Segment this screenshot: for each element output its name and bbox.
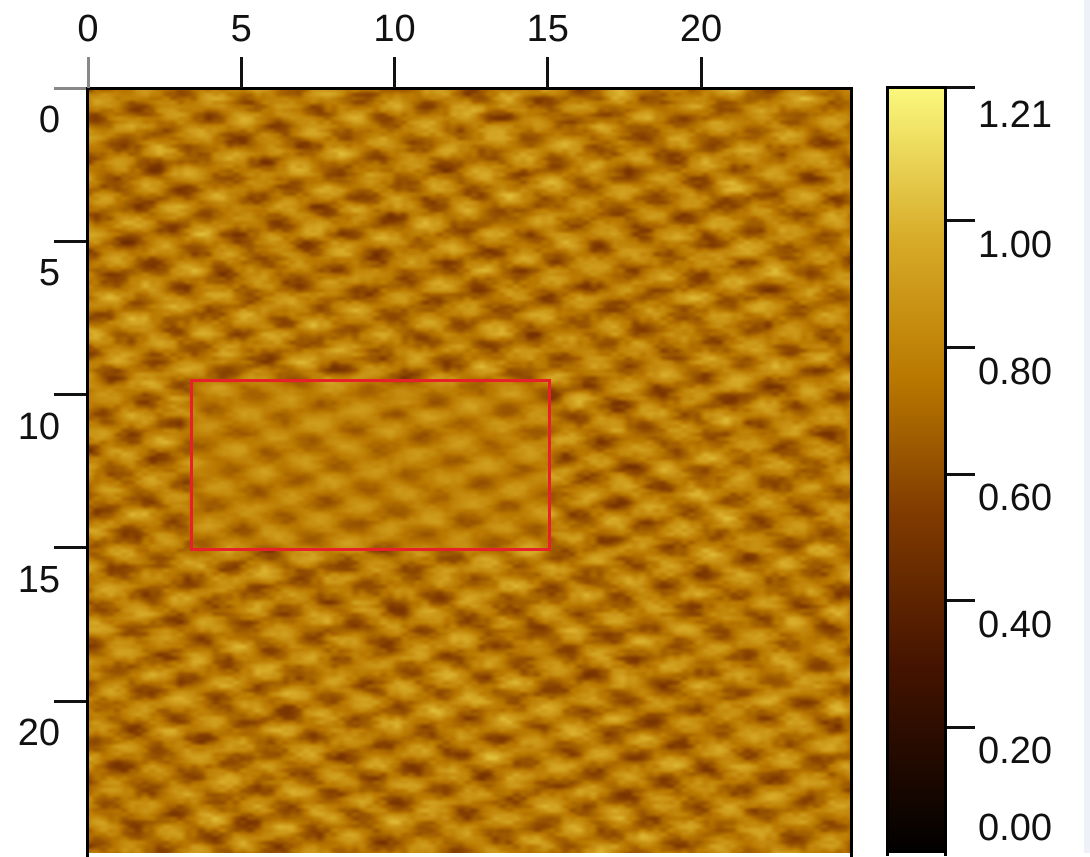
colorbar-tick-label: 0.80 [978, 350, 1052, 393]
colorbar-tick-mark [947, 599, 975, 603]
x-tick-label: 10 [373, 8, 416, 50]
colorbar-tick-mark [947, 725, 975, 729]
colorbar-tick-label: 0.40 [978, 603, 1052, 646]
x-tick-mark [699, 57, 703, 88]
heatmap-plot-frame [86, 87, 853, 857]
x-tick-mark [393, 57, 396, 88]
y-tick-mark [54, 239, 86, 243]
x-tick-label: 5 [230, 8, 252, 50]
x-tick-label: 0 [77, 8, 99, 50]
y-tick-label: 0 [38, 99, 60, 141]
region-of-interest-rectangle[interactable] [190, 379, 551, 551]
y-tick-mark [54, 546, 86, 550]
y-tick-label: 5 [38, 252, 60, 295]
colorbar-tick-mark [947, 472, 975, 476]
y-tick-mark [54, 699, 86, 703]
colorbar-tick-label: 0.60 [978, 477, 1052, 520]
colorbar-top-tick [947, 86, 975, 89]
colorbar-tick-label: 0.20 [978, 730, 1052, 773]
x-tick-label: 15 [526, 8, 569, 50]
colorbar-tick-mark [947, 219, 975, 223]
x-tick-label: 20 [679, 8, 723, 50]
colorbar-gradient [889, 89, 944, 853]
colorbar-tick-label: 1.00 [978, 223, 1052, 266]
y-tick-mark [54, 393, 86, 396]
scrollbar[interactable] [1084, 0, 1090, 853]
colorbar-tick-label: 0.00 [978, 807, 1052, 849]
x-tick-mark [546, 57, 550, 88]
y-tick-mark [54, 86, 86, 90]
colorbar-tick-mark [947, 346, 975, 350]
x-tick-mark [239, 57, 243, 88]
y-tick-label: 15 [17, 558, 60, 601]
y-tick-label: 20 [17, 712, 60, 754]
colorbar-frame [886, 86, 947, 856]
y-tick-label: 10 [17, 405, 60, 448]
x-tick-mark [86, 57, 90, 88]
colorbar-tick-label: 1.21 [978, 94, 1052, 136]
afm-heatmap-image [89, 90, 850, 853]
